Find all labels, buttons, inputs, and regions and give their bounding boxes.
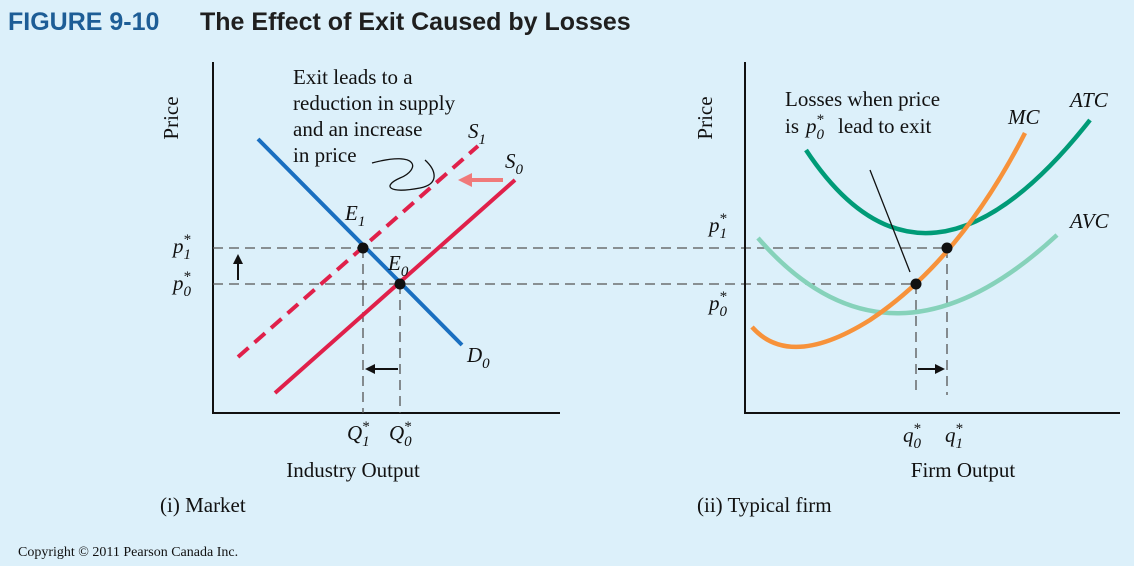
annotation-line: in price bbox=[293, 143, 357, 167]
symbol-subscript: 1 bbox=[956, 436, 964, 452]
quantity-arrowhead bbox=[365, 364, 375, 374]
figure-number: FIGURE 9-10 bbox=[8, 8, 159, 36]
symbol-label: p0* bbox=[707, 289, 728, 320]
symbol-base: Q bbox=[389, 421, 404, 445]
symbol-superscript: * bbox=[183, 232, 191, 248]
symbol-superscript: * bbox=[719, 211, 727, 227]
mc-curve bbox=[750, 131, 1028, 349]
symbol-subscript: 0 bbox=[914, 436, 922, 452]
symbol-base: AVC bbox=[1068, 209, 1110, 233]
symbol-superscript: * bbox=[816, 112, 824, 128]
symbol-superscript: * bbox=[955, 421, 963, 437]
demand-curve bbox=[256, 137, 464, 347]
symbol-label: AVC bbox=[1068, 209, 1110, 233]
symbol-base: E bbox=[387, 251, 401, 275]
symbol-base: q bbox=[945, 423, 956, 447]
symbol-base: MC bbox=[1007, 105, 1040, 129]
annotation-line: lead to exit bbox=[838, 114, 931, 138]
symbol-superscript: * bbox=[404, 419, 412, 435]
figure-title: The Effect of Exit Caused by Losses bbox=[200, 8, 631, 36]
symbol-subscript: 1 bbox=[479, 132, 487, 148]
symbol-label: Q0* bbox=[389, 419, 412, 450]
panel-caption: (ii) Typical firm bbox=[697, 493, 832, 517]
supply-s0 bbox=[273, 178, 517, 395]
atc-curve bbox=[804, 118, 1092, 236]
annotation-line: Exit leads to a bbox=[293, 65, 413, 89]
symbol-base: p bbox=[707, 213, 720, 237]
symbol-base: E bbox=[344, 201, 358, 225]
symbol-subscript: 0 bbox=[482, 356, 490, 372]
point-p0 bbox=[910, 278, 922, 290]
annotation-squiggle bbox=[371, 158, 435, 191]
symbol-label: p0* bbox=[804, 112, 825, 143]
symbol-base: D bbox=[466, 343, 482, 367]
symbol-label: E0 bbox=[387, 251, 409, 280]
symbol-base: p bbox=[171, 234, 184, 258]
guides bbox=[915, 248, 948, 395]
supply-s1 bbox=[236, 144, 480, 359]
point-p1 bbox=[941, 242, 953, 254]
guides bbox=[213, 247, 950, 413]
symbol-subscript: 0 bbox=[404, 434, 412, 450]
symbol-base: S bbox=[505, 149, 516, 173]
symbol-base: q bbox=[903, 423, 914, 447]
annotation-line: Losses when price bbox=[785, 87, 940, 111]
symbol-base: ATC bbox=[1068, 88, 1109, 112]
market-panel bbox=[212, 62, 950, 414]
quantity-arrowhead bbox=[935, 364, 945, 374]
symbol-base: p bbox=[804, 114, 817, 138]
annotation-line: and an increase bbox=[293, 117, 422, 141]
symbol-base: S bbox=[468, 119, 479, 143]
avc-curve bbox=[756, 233, 1059, 316]
x-axis-label: Firm Output bbox=[911, 458, 1016, 482]
y-axis-label: Price bbox=[693, 96, 717, 139]
symbol-label: p0* bbox=[171, 269, 192, 300]
symbol-base: Q bbox=[347, 421, 362, 445]
x-axis-label: Industry Output bbox=[286, 458, 420, 482]
symbol-label: q1* bbox=[945, 421, 963, 452]
symbol-subscript: 0 bbox=[720, 304, 728, 320]
symbol-label: q0* bbox=[903, 421, 922, 452]
copyright: Copyright © 2011 Pearson Canada Inc. bbox=[18, 545, 238, 560]
firm-panel bbox=[744, 62, 1120, 414]
symbol-label: ATC bbox=[1068, 88, 1109, 112]
y-axis-label: Price bbox=[159, 96, 183, 139]
symbol-label: S1 bbox=[468, 119, 486, 148]
symbol-superscript: * bbox=[719, 289, 727, 305]
symbol-label: D0 bbox=[466, 343, 490, 372]
symbol-subscript: 0 bbox=[184, 284, 192, 300]
symbol-label: p1* bbox=[171, 232, 191, 263]
symbol-subscript: 1 bbox=[184, 247, 192, 263]
symbol-subscript: 0 bbox=[817, 127, 825, 143]
symbol-superscript: * bbox=[183, 269, 191, 285]
symbol-superscript: * bbox=[362, 419, 370, 435]
symbol-subscript: 0 bbox=[401, 264, 409, 280]
shift-arrowhead bbox=[458, 173, 472, 187]
symbol-subscript: 1 bbox=[362, 434, 370, 450]
price-arrowhead bbox=[233, 254, 243, 264]
panel-caption: (i) Market bbox=[160, 493, 246, 517]
symbol-subscript: 0 bbox=[516, 162, 524, 178]
symbol-base: p bbox=[707, 291, 720, 315]
symbol-superscript: * bbox=[913, 421, 921, 437]
symbol-subscript: 1 bbox=[720, 226, 728, 242]
equilibrium-e0 bbox=[394, 278, 406, 290]
symbol-label: Q1* bbox=[347, 419, 370, 450]
equilibrium-e1 bbox=[357, 242, 369, 254]
annotation-line: is bbox=[785, 114, 799, 138]
axes bbox=[212, 62, 560, 414]
symbol-label: p1* bbox=[707, 211, 727, 242]
symbol-subscript: 1 bbox=[358, 214, 366, 230]
axes bbox=[744, 62, 1120, 414]
annotation-pointer bbox=[869, 169, 911, 273]
symbol-label: E1 bbox=[344, 201, 365, 230]
symbol-label: S0 bbox=[505, 149, 524, 178]
symbol-label: MC bbox=[1007, 105, 1040, 129]
symbol-base: p bbox=[171, 271, 184, 295]
annotation-line: reduction in supply bbox=[293, 91, 456, 115]
